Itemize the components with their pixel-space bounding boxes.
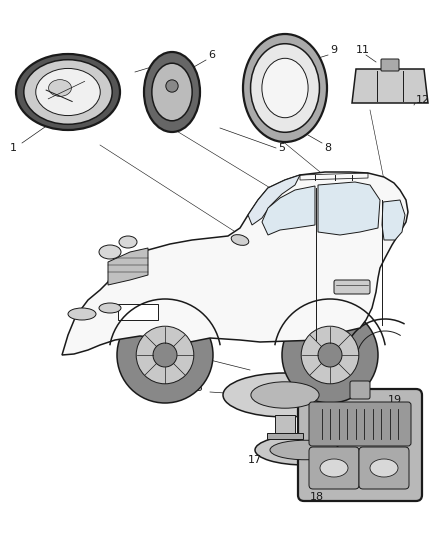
Text: 6: 6 xyxy=(208,50,215,60)
Polygon shape xyxy=(108,248,148,285)
Polygon shape xyxy=(382,200,405,240)
Ellipse shape xyxy=(99,245,121,259)
Circle shape xyxy=(282,307,378,403)
Circle shape xyxy=(153,343,177,367)
Ellipse shape xyxy=(262,58,308,118)
Circle shape xyxy=(318,343,342,367)
Ellipse shape xyxy=(49,79,71,96)
Polygon shape xyxy=(62,172,408,355)
Circle shape xyxy=(136,326,194,384)
Ellipse shape xyxy=(36,68,100,116)
FancyBboxPatch shape xyxy=(309,447,359,489)
Ellipse shape xyxy=(119,236,137,248)
Ellipse shape xyxy=(243,34,327,142)
Ellipse shape xyxy=(251,382,319,408)
Ellipse shape xyxy=(251,44,319,132)
Ellipse shape xyxy=(231,235,249,245)
Ellipse shape xyxy=(144,52,200,132)
Text: 15: 15 xyxy=(190,383,204,393)
Ellipse shape xyxy=(270,440,340,460)
Text: 1: 1 xyxy=(10,143,17,153)
Ellipse shape xyxy=(68,308,96,320)
Text: 14: 14 xyxy=(192,351,206,361)
Ellipse shape xyxy=(24,60,112,124)
FancyBboxPatch shape xyxy=(267,433,303,439)
Text: 5: 5 xyxy=(278,143,285,153)
Text: 8: 8 xyxy=(324,143,331,153)
FancyBboxPatch shape xyxy=(359,447,409,489)
FancyBboxPatch shape xyxy=(309,402,411,446)
Ellipse shape xyxy=(16,54,120,130)
FancyBboxPatch shape xyxy=(298,389,422,501)
FancyBboxPatch shape xyxy=(334,280,370,294)
Ellipse shape xyxy=(223,373,347,417)
Ellipse shape xyxy=(99,303,121,313)
Text: 2: 2 xyxy=(170,53,177,63)
Text: 17: 17 xyxy=(248,455,262,465)
Ellipse shape xyxy=(370,459,398,477)
FancyBboxPatch shape xyxy=(275,415,295,437)
Circle shape xyxy=(166,80,178,92)
Text: 12: 12 xyxy=(416,95,430,105)
Polygon shape xyxy=(352,69,428,103)
Text: 11: 11 xyxy=(356,45,370,55)
Polygon shape xyxy=(248,175,300,225)
Polygon shape xyxy=(262,186,315,235)
Circle shape xyxy=(301,326,359,384)
Text: 19: 19 xyxy=(388,395,402,405)
Ellipse shape xyxy=(255,435,355,465)
Ellipse shape xyxy=(152,63,192,121)
Polygon shape xyxy=(318,182,380,235)
Circle shape xyxy=(117,307,213,403)
Ellipse shape xyxy=(320,459,348,477)
FancyBboxPatch shape xyxy=(350,381,370,399)
Text: 9: 9 xyxy=(330,45,337,55)
Text: 18: 18 xyxy=(310,492,324,502)
FancyBboxPatch shape xyxy=(118,304,158,320)
FancyBboxPatch shape xyxy=(381,59,399,71)
